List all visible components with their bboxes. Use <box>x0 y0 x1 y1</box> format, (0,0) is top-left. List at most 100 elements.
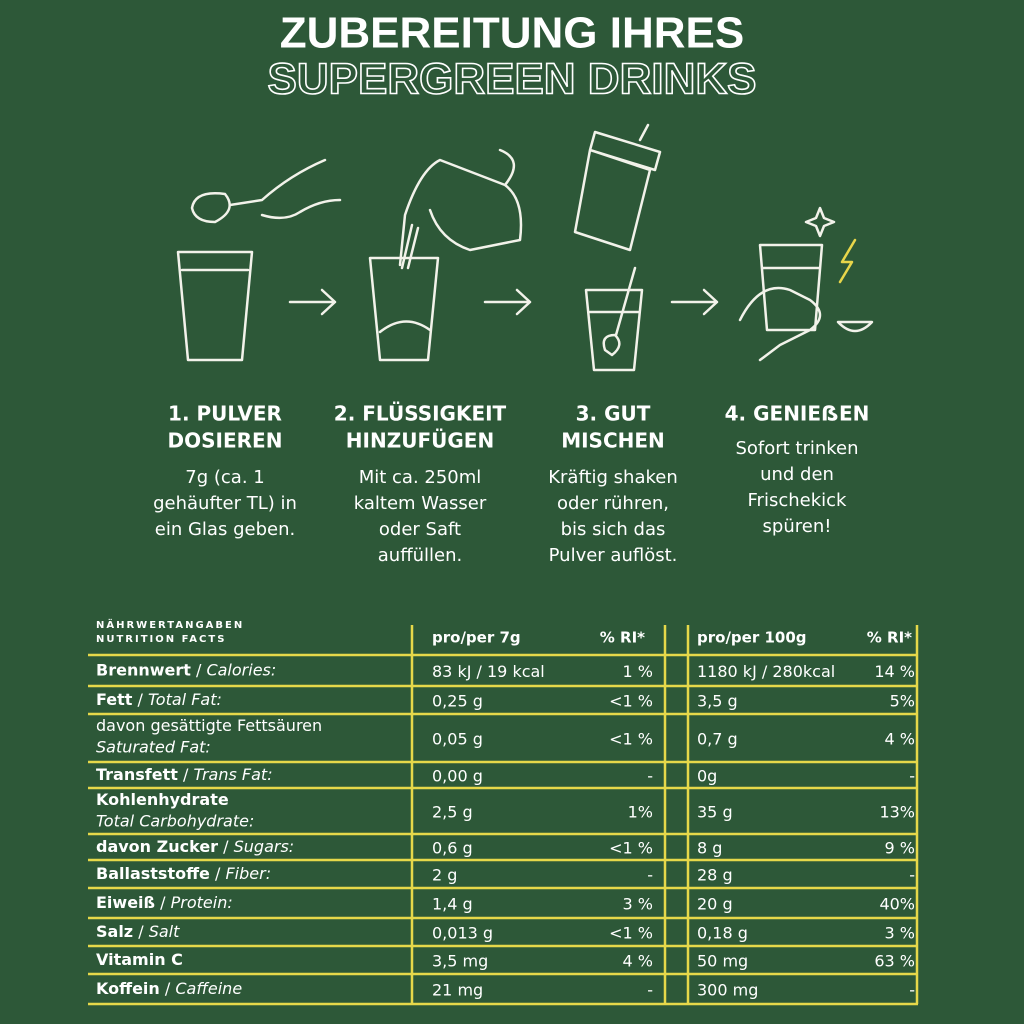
cell: <1 % <box>609 839 653 858</box>
cell: 1 % <box>623 662 653 681</box>
row-name: Transfett <box>96 765 178 784</box>
row-name: Brennwert <box>96 660 191 679</box>
table-heading: NÄHRWERTANGABEN <box>96 617 244 631</box>
cell: - <box>647 866 653 885</box>
cell: 8 g <box>697 839 722 858</box>
cell: 1,4 g <box>432 895 473 914</box>
cell: 0,05 g <box>432 730 483 749</box>
title: ZUBEREITUNG IHRES <box>280 9 744 58</box>
cell: 1180 kJ / 280kcal <box>697 662 835 681</box>
shaker-icon <box>573 123 662 252</box>
cell: <1 % <box>609 924 653 943</box>
separator: / <box>132 690 148 709</box>
step-text: auffüllen. <box>378 545 462 566</box>
cell: 9 % <box>885 839 915 858</box>
row-name-en: Trans Fat: <box>193 765 272 784</box>
cell: <1 % <box>609 692 653 711</box>
row-name-en: Total Fat: <box>148 690 222 709</box>
separator: / <box>155 893 171 912</box>
separator: / <box>160 979 176 998</box>
row-name-en: Protein: <box>171 893 233 912</box>
cell: 28 g <box>697 866 733 885</box>
cell: 0,013 g <box>432 924 493 943</box>
cell: 4 % <box>623 952 653 971</box>
step-title: 2. FLÜSSIGKEIT <box>334 402 507 426</box>
row-label: davon gesättigte Fettsäuren <box>96 716 322 735</box>
row-name-en: Sugars: <box>234 837 295 856</box>
step-text: 7g (ca. 1 <box>185 467 264 488</box>
row-label: Koffein / Caffeine <box>96 979 242 998</box>
column-header: % RI* <box>600 629 645 647</box>
cell: 0,00 g <box>432 767 483 786</box>
cell: 1% <box>628 803 653 822</box>
cell: 300 mg <box>697 981 758 1000</box>
step-text: bis sich das <box>561 519 666 540</box>
arrow-icon <box>670 288 719 316</box>
step-text: oder rühren, <box>557 493 669 514</box>
row-label-en: Saturated Fat: <box>96 738 211 757</box>
step-text: Kräftig shaken <box>548 467 678 488</box>
step-title: 1. PULVER <box>168 402 282 426</box>
cell: <1 % <box>609 730 653 749</box>
row-label: Fett / Total Fat: <box>96 690 222 709</box>
row-label: davon Zucker / Sugars: <box>96 837 294 856</box>
cell: 20 g <box>697 895 733 914</box>
cell: 4 % <box>885 730 915 749</box>
step-text: kaltem Wasser <box>354 493 487 514</box>
cell: 0,7 g <box>697 730 738 749</box>
subtitle: SUPERGREEN DRINKS <box>268 55 757 104</box>
icons <box>176 123 874 372</box>
cell: 83 kJ / 19 kcal <box>432 662 545 681</box>
row-label: Eiweiß / Protein: <box>96 893 233 912</box>
bolt-icon <box>838 238 857 284</box>
cell: - <box>909 981 915 1000</box>
step-text: ein Glas geben. <box>155 519 295 540</box>
row-label: Kohlenhydrate <box>96 790 229 809</box>
cell: 21 mg <box>432 981 483 1000</box>
cell: 0,6 g <box>432 839 473 858</box>
cell: 35 g <box>697 803 733 822</box>
stir-glass-icon <box>584 266 644 372</box>
sparkle-icon <box>804 206 836 238</box>
column-header: pro/per 100g <box>697 629 807 647</box>
step-text: Sofort trinken <box>735 438 858 459</box>
jug-icon <box>398 148 523 270</box>
step-text: Mit ca. 250ml <box>359 467 482 488</box>
cell: 5% <box>890 692 915 711</box>
cell: 0g <box>697 767 717 786</box>
row-label: Brennwert / Calories: <box>96 660 276 679</box>
row-name: Vitamin C <box>96 950 183 969</box>
step-title: MISCHEN <box>561 429 665 453</box>
step-text: Frischekick <box>748 490 848 511</box>
step-text: oder Saft <box>379 519 461 540</box>
row-name: Eiweiß <box>96 893 155 912</box>
cell: 14 % <box>874 662 915 681</box>
row-name-en: Caffeine <box>175 979 242 998</box>
separator: / <box>133 922 149 941</box>
row-name-en: Calories: <box>206 660 276 679</box>
hand-glass-icon <box>738 243 824 362</box>
row-label: Salz / Salt <box>96 922 180 941</box>
step-title: HINZUFÜGEN <box>346 429 494 453</box>
row-name: davon Zucker <box>96 837 218 856</box>
row-name: Koffein <box>96 979 160 998</box>
cell: 3,5 mg <box>432 952 488 971</box>
row-label: Ballaststoffe / Fiber: <box>96 864 271 883</box>
cell: 13% <box>879 803 915 822</box>
cell: 3,5 g <box>697 692 738 711</box>
row-name: Salz <box>96 922 133 941</box>
glass-icon <box>176 250 254 362</box>
arrow-icon <box>483 288 532 316</box>
cell: 2,5 g <box>432 803 473 822</box>
cell: - <box>647 767 653 786</box>
row-label: Vitamin C <box>96 950 183 969</box>
row-label: Transfett / Trans Fat: <box>96 765 273 784</box>
column-header: pro/per 7g <box>432 629 521 647</box>
column-header: % RI* <box>867 629 912 647</box>
separator: / <box>210 864 226 883</box>
separator: / <box>191 660 207 679</box>
cell: 50 mg <box>697 952 748 971</box>
step-title: DOSIEREN <box>168 429 283 453</box>
